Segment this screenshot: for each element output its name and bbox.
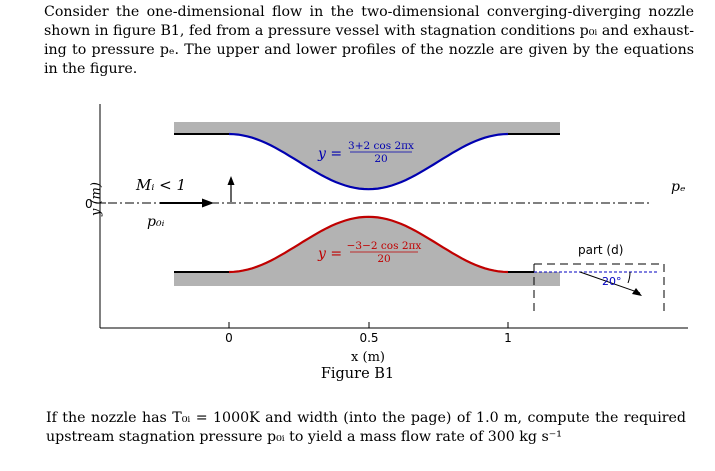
part-d-arc bbox=[627, 271, 631, 284]
upper-wall-fill bbox=[174, 122, 560, 190]
lower-equation: y = −3−2 cos 2πx 20 bbox=[317, 240, 421, 265]
p0i-label: p₀ᵢ bbox=[147, 214, 165, 230]
lower-wall-fill bbox=[174, 216, 560, 286]
part-d-angle-line bbox=[579, 271, 641, 294]
y-tick-label: 0 bbox=[85, 197, 93, 211]
problem-intro-text: Consider the one-dimensional flow in the… bbox=[44, 4, 694, 77]
x-axis-label: x (m) bbox=[351, 350, 385, 365]
lower-profile-curve bbox=[228, 215, 509, 274]
up-arrow-head bbox=[227, 176, 235, 185]
figure-caption: Figure B1 bbox=[320, 366, 395, 382]
lower-eq-denominator: 20 bbox=[377, 253, 390, 265]
question-text: If the nozzle has T₀ᵢ = 1000K and width … bbox=[46, 410, 686, 445]
flow-arrow-head bbox=[202, 198, 214, 208]
upper-equation: y = 3+2 cos 2πx 20 bbox=[317, 140, 414, 165]
part-d-angle-arrow bbox=[632, 288, 642, 296]
lower-eq-numerator: −3−2 cos 2πx bbox=[347, 240, 422, 252]
angle-label: 20° bbox=[602, 275, 622, 288]
y-axis-label: y (m) bbox=[89, 182, 104, 217]
x-tick-label-0: 0 bbox=[225, 331, 233, 345]
upper-eq-numerator: 3+2 cos 2πx bbox=[348, 140, 414, 152]
mach-label: Mᵢ < 1 bbox=[135, 176, 186, 194]
upper-eq-denominator: 20 bbox=[374, 153, 387, 165]
pe-label: pₑ bbox=[671, 179, 685, 195]
part-d-label: part (d) bbox=[578, 243, 623, 257]
x-tick-label-05: 0.5 bbox=[359, 331, 378, 345]
lower-eq-lhs: y = bbox=[317, 246, 342, 262]
upper-profile-curve bbox=[228, 132, 509, 191]
upper-eq-lhs: y = bbox=[317, 146, 342, 162]
part-d-box bbox=[533, 263, 665, 312]
x-tick-label-1: 1 bbox=[504, 331, 512, 345]
